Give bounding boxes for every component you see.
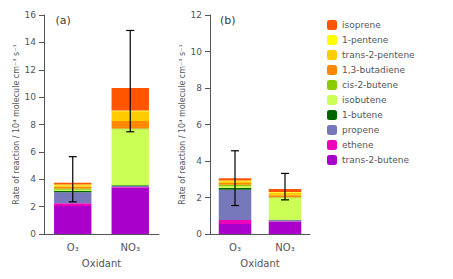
svg-text:1-butene: 1-butene xyxy=(342,110,383,120)
svg-text:propene: propene xyxy=(342,125,380,135)
svg-text:14: 14 xyxy=(25,37,37,47)
svg-text:isobutene: isobutene xyxy=(342,95,387,105)
svg-text:12: 12 xyxy=(25,65,36,75)
svg-text:isoprene: isoprene xyxy=(342,20,381,30)
svg-text:trans-2-butene: trans-2-butene xyxy=(342,155,410,165)
svg-text:10: 10 xyxy=(191,47,203,57)
svg-text:2: 2 xyxy=(196,193,202,203)
svg-text:6: 6 xyxy=(30,147,36,157)
svg-text:O₃: O₃ xyxy=(229,242,241,253)
svg-text:1-pentene: 1-pentene xyxy=(342,35,389,45)
svg-text:NO₃: NO₃ xyxy=(275,242,294,253)
svg-text:Oxidant: Oxidant xyxy=(82,258,121,269)
svg-text:12: 12 xyxy=(191,10,202,20)
svg-text:16: 16 xyxy=(25,10,37,20)
svg-text:Rate of reaction / 10⁴ molecul: Rate of reaction / 10⁴ molecule cm⁻³ s⁻¹ xyxy=(12,44,21,204)
svg-text:O₃: O₃ xyxy=(67,242,79,253)
svg-text:6: 6 xyxy=(196,120,202,130)
svg-text:0: 0 xyxy=(30,229,36,239)
svg-text:1,3-butadiene: 1,3-butadiene xyxy=(342,65,405,75)
svg-text:2: 2 xyxy=(30,202,36,212)
svg-text:8: 8 xyxy=(196,83,202,93)
svg-text:NO₃: NO₃ xyxy=(121,242,140,253)
svg-text:cis-2-butene: cis-2-butene xyxy=(342,80,399,90)
svg-text:0: 0 xyxy=(196,229,202,239)
svg-text:10: 10 xyxy=(25,92,37,102)
svg-text:(b): (b) xyxy=(220,14,236,27)
svg-text:8: 8 xyxy=(30,120,36,130)
svg-text:Rate of reaction / 10⁴ molecul: Rate of reaction / 10⁴ molecule cm⁻³ s⁻¹ xyxy=(178,44,187,204)
svg-text:ethene: ethene xyxy=(342,140,374,150)
svg-text:4: 4 xyxy=(196,156,202,166)
svg-text:trans-2-pentene: trans-2-pentene xyxy=(342,50,415,60)
svg-text:(a): (a) xyxy=(56,14,71,27)
svg-text:Oxidant: Oxidant xyxy=(240,258,279,269)
svg-text:4: 4 xyxy=(30,174,36,184)
